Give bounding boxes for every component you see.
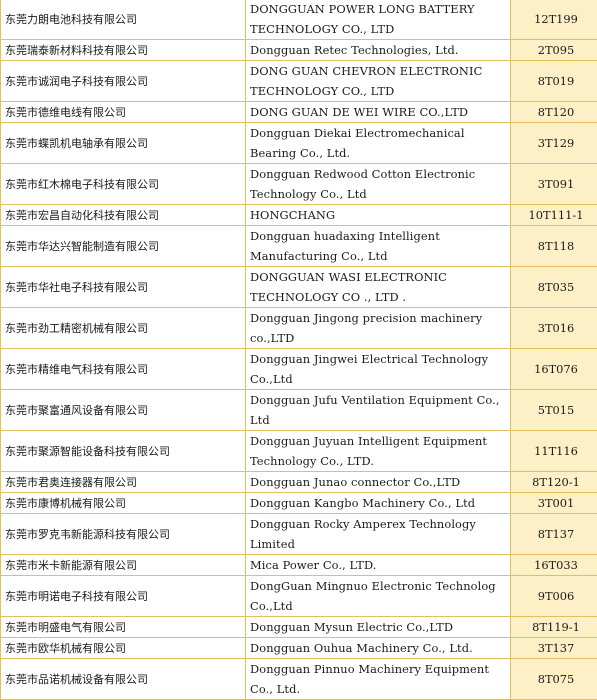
company-name-cn-cell: 东莞市罗克韦新能源科技有限公司 [1, 514, 246, 555]
company-name-cn-cell: 东莞市华达兴智能制造有限公司 [1, 226, 246, 267]
company-name-cn-cell: 东莞市欧华机械有限公司 [1, 638, 246, 659]
booth-number-cell: 8T118 [511, 226, 597, 267]
company-name-en-cell: DongGuan Mingnuo Electronic Technolog Co… [246, 576, 511, 617]
booth-number-cell: 12T199 [511, 0, 597, 40]
booth-number-cell: 3T129 [511, 123, 597, 164]
booth-number-cell: 8T120-1 [511, 472, 597, 493]
company-name-cn-cell: 东莞市聚源智能设备科技有限公司 [1, 431, 246, 472]
booth-number-cell: 16T076 [511, 349, 597, 390]
company-name-en-cell: DONG GUAN CHEVRON ELECTRONIC TECHNOLOGY … [246, 61, 511, 102]
company-name-cn-cell: 东莞市君奥连接器有限公司 [1, 472, 246, 493]
company-name-en-cell: Dongguan Jingong precision machinery co.… [246, 308, 511, 349]
booth-number-cell: 8T120 [511, 102, 597, 123]
company-name-en-cell: Dongguan huadaxing Intelligent Manufactu… [246, 226, 511, 267]
company-name-cn-cell: 东莞市德维电线有限公司 [1, 102, 246, 123]
company-name-en-cell: HONGCHANG [246, 205, 511, 226]
booth-number-cell: 8T119-1 [511, 617, 597, 638]
company-name-en-cell: Mica Power Co., LTD. [246, 555, 511, 576]
company-name-cn-cell: 东莞力朗电池科技有限公司 [1, 0, 246, 40]
company-name-cn-cell: 东莞市明盛电气有限公司 [1, 617, 246, 638]
company-name-cn-cell: 东莞瑞泰新材料科技有限公司 [1, 40, 246, 61]
booth-number-cell: 8T137 [511, 514, 597, 555]
company-name-en-cell: Dongguan Jingwei Electrical Technology C… [246, 349, 511, 390]
company-name-cn-cell: 东莞市康博机械有限公司 [1, 493, 246, 514]
company-name-cn-cell: 东莞市劲工精密机械有限公司 [1, 308, 246, 349]
company-name-cn-cell: 东莞市宏昌自动化科技有限公司 [1, 205, 246, 226]
booth-number-cell: 3T016 [511, 308, 597, 349]
company-name-cn-cell: 东莞市蝶凯机电轴承有限公司 [1, 123, 246, 164]
company-name-en-cell: Dongguan Juyuan Intelligent Equipment Te… [246, 431, 511, 472]
company-name-en-cell: Dongguan Retec Technologies, Ltd. [246, 40, 511, 61]
company-name-cn-cell: 东莞市精维电气科技有限公司 [1, 349, 246, 390]
company-name-en-cell: DONGGUAN POWER LONG BATTERY TECHNOLOGY C… [246, 0, 511, 40]
company-name-cn-cell: 东莞市红木棉电子科技有限公司 [1, 164, 246, 205]
booth-number-cell: 10T111-1 [511, 205, 597, 226]
company-name-en-cell: Dongguan Kangbo Machinery Co., Ltd [246, 493, 511, 514]
company-name-cn-cell: 东莞市品诺机械设备有限公司 [1, 659, 246, 700]
company-name-en-cell: Dongguan Redwood Cotton Electronic Techn… [246, 164, 511, 205]
company-name-en-cell: Dongguan Diekai Electromechanical Bearin… [246, 123, 511, 164]
booth-number-cell: 8T075 [511, 659, 597, 700]
booth-number-cell: 11T116 [511, 431, 597, 472]
company-name-en-cell: Dongguan Mysun Electric Co.,LTD [246, 617, 511, 638]
booth-number-cell: 8T035 [511, 267, 597, 308]
company-name-cn-cell: 东莞市诚润电子科技有限公司 [1, 61, 246, 102]
company-name-cn-cell: 东莞市华社电子科技有限公司 [1, 267, 246, 308]
booth-number-cell: 3T001 [511, 493, 597, 514]
company-name-cn-cell: 东莞市米卡新能源有限公司 [1, 555, 246, 576]
company-name-en-cell: Dongguan Jufu Ventilation Equipment Co.,… [246, 390, 511, 431]
booth-number-cell: 3T091 [511, 164, 597, 205]
company-name-en-cell: DONGGUAN WASI ELECTRONIC TECHNOLOGY CO .… [246, 267, 511, 308]
booth-number-cell: 8T019 [511, 61, 597, 102]
booth-number-cell: 2T095 [511, 40, 597, 61]
company-name-en-cell: Dongguan Ouhua Machinery Co., Ltd. [246, 638, 511, 659]
booth-number-cell: 9T006 [511, 576, 597, 617]
company-name-en-cell: Dongguan Junao connector Co.,LTD [246, 472, 511, 493]
company-name-en-cell: Dongguan Pinnuo Machinery Equipment Co.,… [246, 659, 511, 700]
booth-number-cell: 5T015 [511, 390, 597, 431]
company-name-cn-cell: 东莞市明诺电子科技有限公司 [1, 576, 246, 617]
company-name-en-cell: Dongguan Rocky Amperex Technology Limite… [246, 514, 511, 555]
company-name-cn-cell: 东莞市聚富通风设备有限公司 [1, 390, 246, 431]
booth-number-cell: 16T033 [511, 555, 597, 576]
booth-number-cell: 3T137 [511, 638, 597, 659]
company-name-en-cell: DONG GUAN DE WEI WIRE CO.,LTD [246, 102, 511, 123]
